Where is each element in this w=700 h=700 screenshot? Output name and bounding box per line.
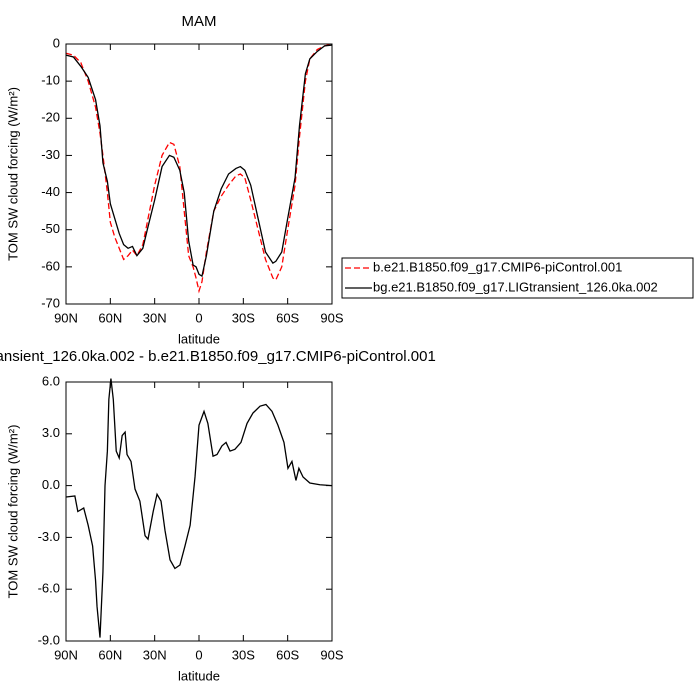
x-tick-label: 60S [276,310,299,325]
y-tick-label: -30 [41,147,60,162]
y-tick-label: -6.0 [38,581,60,596]
legend-label: b.e21.B1850.f09_g17.CMIP6-piControl.001 [373,259,622,274]
y-tick-label: -40 [41,184,60,199]
legend-label: bg.e21.B1850.f09_g17.LIGtransient_126.0k… [373,279,658,294]
plot-frame [65,381,333,642]
y-tick-label: -50 [41,221,60,236]
x-tick-label: 90N [54,647,78,662]
data-line [65,43,333,294]
x-tick-label: 30N [143,310,167,325]
x-tick-label: 30S [232,310,255,325]
y-tick-label: -10 [41,73,60,88]
y-tick-label: 0.0 [42,477,60,492]
chart-title: LIGtransient_126.0ka.002 - b.e21.B1850.f… [0,348,436,365]
data-line [65,44,333,278]
y-tick-label: -70 [41,295,60,310]
data-line [65,378,333,638]
x-tick-label: 30S [232,647,255,662]
y-tick-label: -20 [41,110,60,125]
x-axis-label: latitude [178,668,220,683]
y-tick-label: 6.0 [42,373,60,388]
legend-box [341,257,694,299]
y-tick-label: -60 [41,258,60,273]
y-tick-label: 3.0 [42,425,60,440]
plot-frame [65,43,333,305]
x-tick-label: 0 [195,310,202,325]
x-tick-label: 60S [276,647,299,662]
y-axis-label: TOM SW cloud forcing (W/m²) [5,87,20,261]
chart-title: MAM [182,13,217,30]
x-tick-label: 60N [98,310,122,325]
x-tick-label: 90S [320,647,343,662]
y-axis-label: TOM SW cloud forcing (W/m²) [5,425,20,599]
y-tick-label: 0 [53,35,60,50]
x-tick-label: 0 [195,647,202,662]
x-tick-label: 90S [320,310,343,325]
y-tick-label: -9.0 [38,632,60,647]
y-tick-label: -3.0 [38,529,60,544]
x-axis-label: latitude [178,331,220,346]
x-tick-label: 30N [143,647,167,662]
x-tick-label: 60N [98,647,122,662]
x-tick-label: 90N [54,310,78,325]
